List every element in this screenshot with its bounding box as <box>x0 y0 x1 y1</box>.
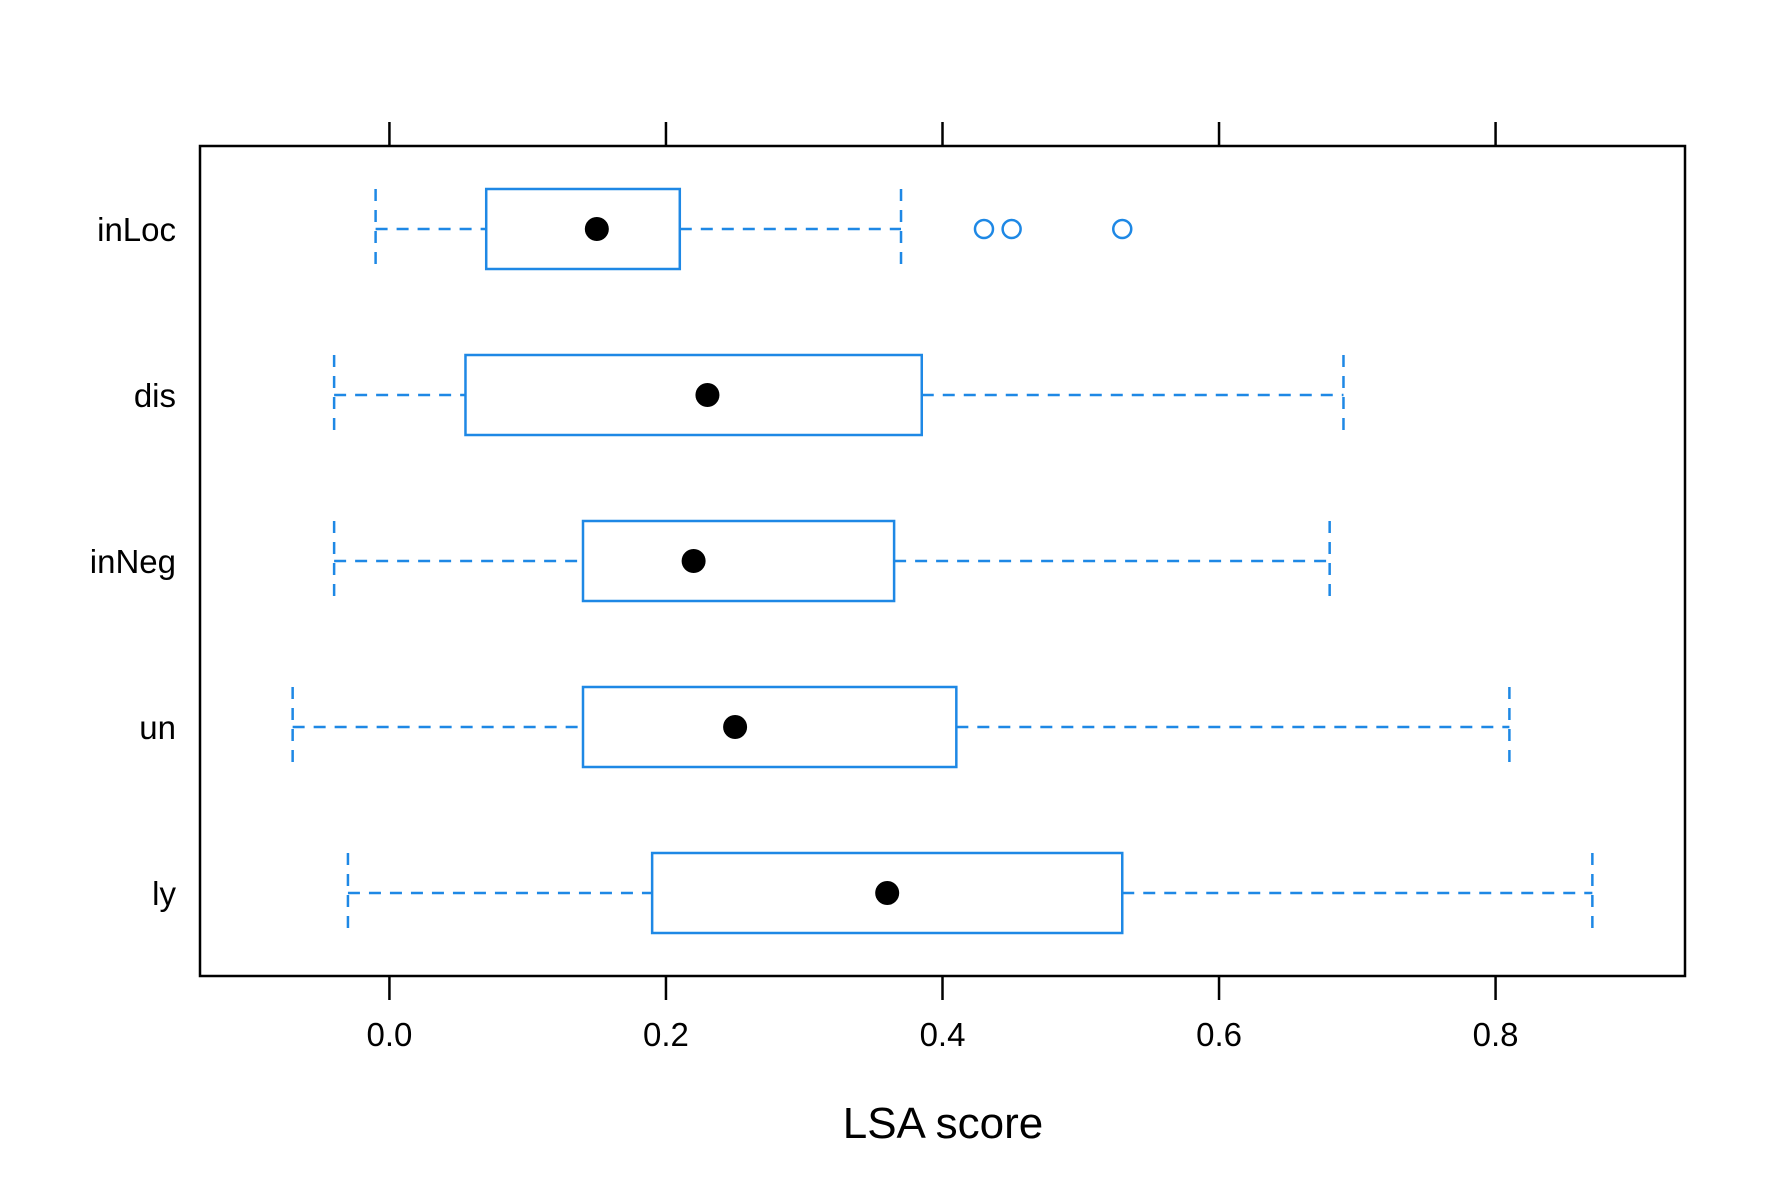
bottom-axis-ticks: 0.0 0.2 0.4 0.6 0.8 <box>366 976 1519 1053</box>
box-inNeg <box>332 519 1331 603</box>
box-series <box>291 187 1594 935</box>
iqr-box-inNeg <box>581 519 896 603</box>
category-label-inNeg: inNeg <box>90 543 176 580</box>
median-dot-un <box>723 715 748 739</box>
x-tick-label-4: 0.8 <box>1473 1016 1519 1053</box>
box-ly <box>346 851 1594 935</box>
iqr-box-dis <box>464 353 924 437</box>
median-dot-inNeg <box>681 549 706 573</box>
box-un <box>291 685 1511 769</box>
outlier-inLoc-2 <box>1111 218 1133 240</box>
x-tick-label-3: 0.6 <box>1196 1016 1242 1053</box>
category-labels: inLoc dis inNeg un ly <box>90 211 177 912</box>
outlier-inLoc-1 <box>1001 218 1022 240</box>
outlier-inLoc-0 <box>973 218 995 240</box>
category-label-un: un <box>139 709 176 746</box>
box-dis <box>332 353 1345 437</box>
category-label-inLoc: inLoc <box>97 211 176 248</box>
x-tick-label-1: 0.2 <box>643 1016 689 1053</box>
category-label-ly: ly <box>152 875 176 912</box>
iqr-box-un <box>581 685 958 769</box>
iqr-box-inLoc <box>484 187 682 271</box>
median-dot-dis <box>695 383 720 407</box>
x-tick-label-0: 0.0 <box>366 1016 412 1053</box>
median-dot-ly <box>875 881 900 905</box>
x-tick-label-2: 0.4 <box>920 1016 966 1053</box>
category-label-dis: dis <box>134 377 176 414</box>
x-axis-title: LSA score <box>843 1099 1044 1148</box>
top-axis-ticks <box>388 122 1497 146</box>
box-inLoc <box>374 187 1133 271</box>
median-dot-inLoc <box>584 217 609 241</box>
iqr-box-ly <box>650 851 1124 935</box>
